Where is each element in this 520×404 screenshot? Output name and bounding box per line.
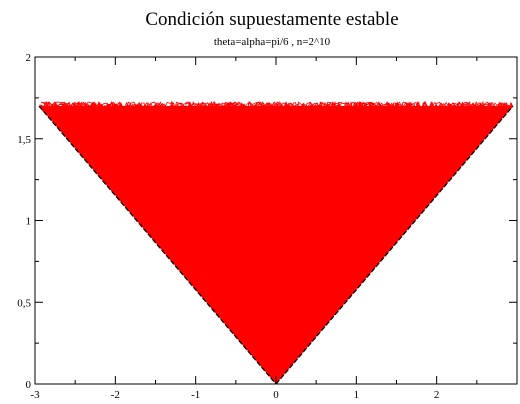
y-tick-label: 0,5	[17, 297, 31, 309]
x-tick-label: -3	[30, 389, 40, 401]
x-tick-label: 0	[273, 389, 279, 401]
y-tick-label: 2	[26, 52, 32, 64]
trace-line	[41, 100, 511, 115]
x-axis: -3 -2 -1 0 1 2	[30, 57, 478, 401]
x-tick-label: -1	[191, 389, 200, 401]
x-tick-label: 2	[434, 389, 440, 401]
x-tick-label: -2	[111, 389, 120, 401]
trace-line	[40, 105, 512, 351]
y-tick-label: 1	[26, 216, 32, 228]
y-tick-label: 0	[26, 379, 32, 391]
trace-line	[42, 105, 512, 358]
trace-line	[40, 106, 512, 373]
chart-subtitle: theta=alpha=pi/6 , n=2^10	[214, 36, 331, 48]
plot-area	[38, 100, 514, 384]
trace-line	[39, 100, 513, 115]
x-tick-label: 1	[354, 389, 360, 401]
y-axis: 0 0,5 1 1,5 2	[17, 52, 517, 391]
y-tick-label: 1,5	[17, 134, 31, 146]
chart-title: Condición supuestamente estable	[145, 9, 398, 30]
boundary-lines	[38, 105, 514, 385]
boundary-line	[38, 105, 277, 385]
boundary-line	[275, 105, 514, 385]
trace-line	[42, 100, 510, 115]
trace-line	[39, 105, 510, 364]
